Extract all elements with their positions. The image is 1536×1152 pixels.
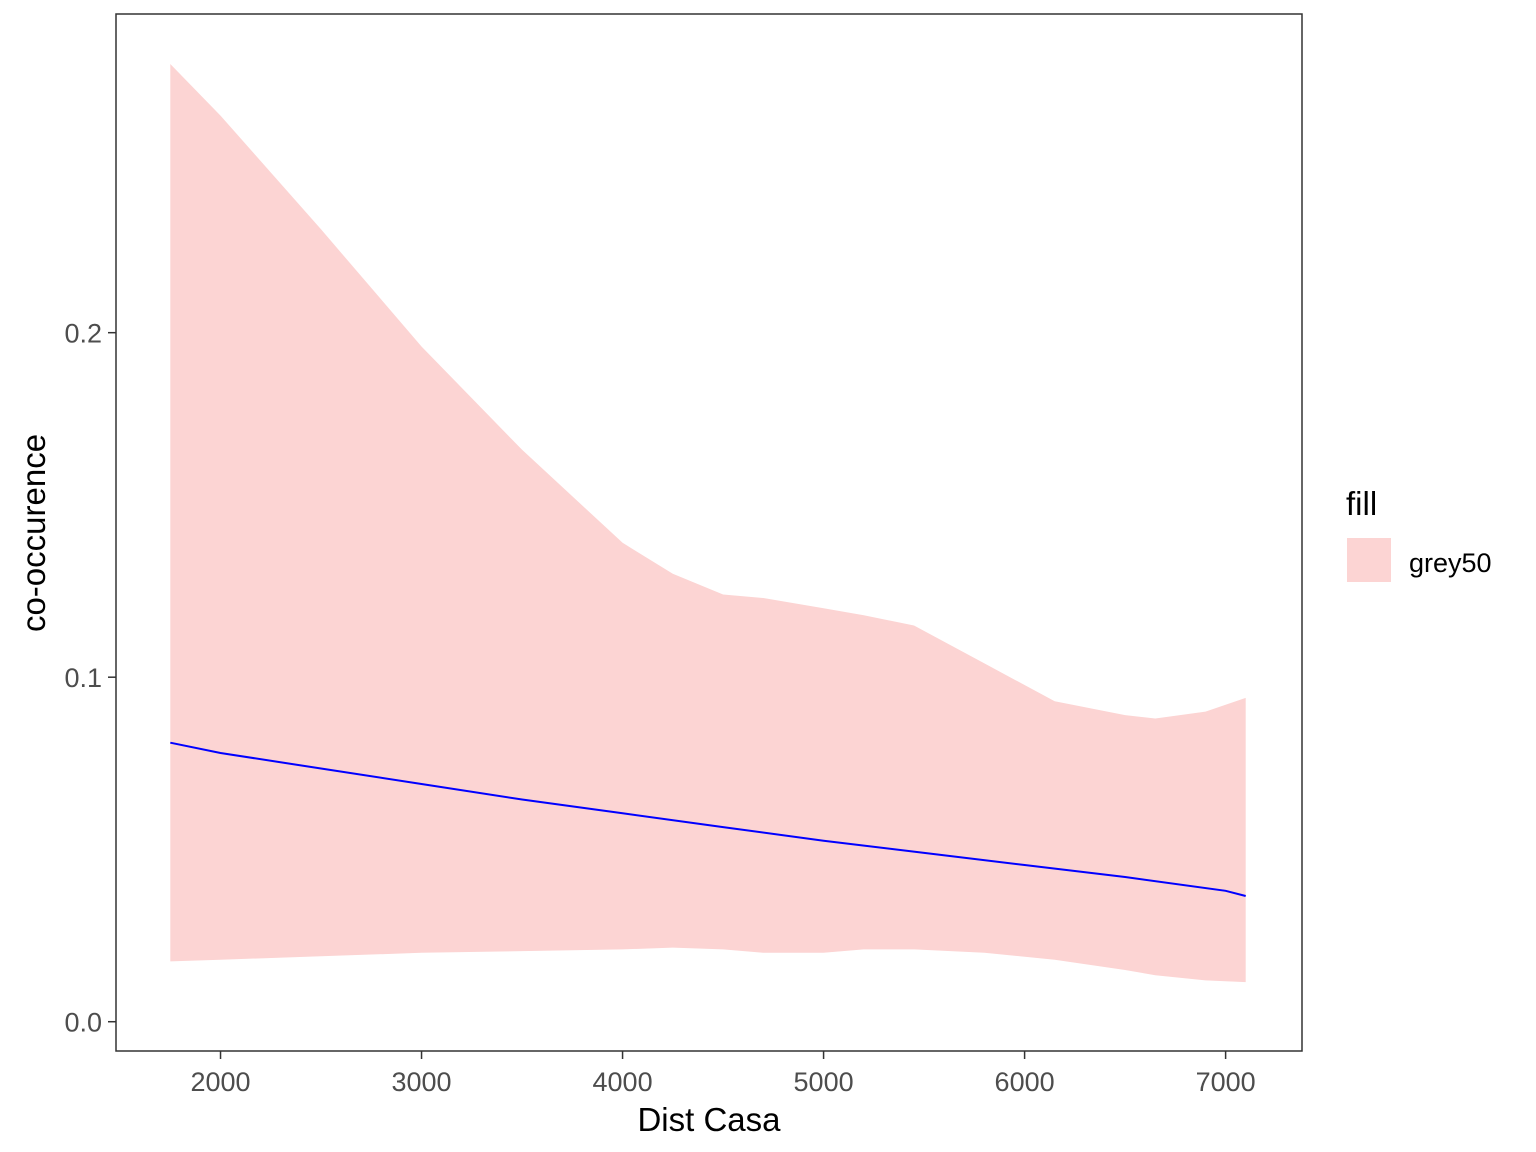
x-tick-label-3000: 3000 <box>392 1067 452 1097</box>
y-axis: 0.0 0.1 0.2 <box>64 319 116 1038</box>
x-tick-label-6000: 6000 <box>995 1067 1055 1097</box>
series-line-0 <box>170 741 1246 897</box>
x-axis: 2000 3000 4000 5000 6000 7000 <box>190 1051 1256 1097</box>
x-tick-label-4000: 4000 <box>593 1067 653 1097</box>
x-tick-label-7000: 7000 <box>1196 1067 1256 1097</box>
y-tick-label-0.0: 0.0 <box>64 1008 102 1038</box>
x-tick-label-2000: 2000 <box>190 1067 250 1097</box>
confidence-ribbon <box>170 64 1246 983</box>
legend: fill grey50 <box>1346 485 1492 582</box>
y-axis-title: co-occurence <box>15 434 52 632</box>
y-tick-label-0.1: 0.1 <box>64 663 102 693</box>
ribbon-layer <box>170 64 1246 983</box>
legend-label: grey50 <box>1409 548 1492 578</box>
plot-panel-border <box>115 13 1303 1052</box>
series-layer <box>170 741 1246 897</box>
y-tick-label-0.2: 0.2 <box>64 319 102 349</box>
x-axis-title: Dist Casa <box>637 1101 781 1138</box>
legend-key-swatch <box>1347 538 1391 582</box>
legend-title: fill <box>1346 485 1377 522</box>
x-tick-label-5000: 5000 <box>794 1067 854 1097</box>
